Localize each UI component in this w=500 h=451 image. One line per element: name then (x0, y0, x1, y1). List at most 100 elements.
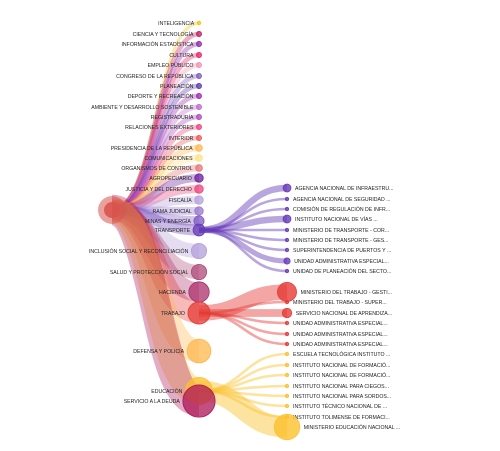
entity-link-transporte-3 (198, 215, 288, 234)
sector-label-planeacion: PLANEACIÓN (160, 83, 194, 90)
link-servicio-a-la-deuda (108, 194, 203, 417)
entity-node-educacion-3[interactable] (284, 383, 290, 389)
entity-link-trabajo-4 (198, 311, 288, 336)
entity-node-transporte-7[interactable] (283, 257, 291, 265)
sector-label-rama-judicial: RAMA JUDICIAL (153, 209, 192, 215)
sector-node-trabajo[interactable] (187, 301, 211, 325)
entity-label-educacion-5: INSTITUTO TÉCNICO NACIONAL DE ... (293, 403, 387, 410)
sector-node-inteligencia[interactable] (196, 20, 202, 26)
entity-label-transporte-4: MINISTERIO DE TRANSPORTE - COR... (293, 228, 389, 234)
entity-link-transporte-0 (198, 184, 288, 234)
entity-node-trabajo-0[interactable] (277, 282, 297, 302)
sector-node-planeacion[interactable] (196, 83, 202, 89)
entity-link-transporte-5 (198, 228, 288, 242)
entity-label-educacion-1: INSTITUTO NACIONAL DE FORMACIÓ... (293, 362, 390, 369)
link-deporte-y-recreacion (111, 93, 200, 213)
entity-node-trabajo-2[interactable] (281, 307, 293, 319)
entity-node-transporte-3[interactable] (282, 214, 292, 224)
root-node[interactable] (104, 202, 120, 218)
link-congreso-de-la-republica (111, 73, 200, 213)
child-links (198, 184, 288, 438)
entity-label-transporte-6: SUPERINTENDENCIA DE PUERTOS Y ... (293, 248, 391, 254)
sector-node-informacion-estadistica[interactable] (196, 41, 202, 47)
sector-node-ambiente-y-desarrollo-sostenible[interactable] (196, 104, 202, 110)
sector-node-inclusion-social-y-reconciliacion[interactable] (190, 242, 208, 260)
sector-node-registraduria[interactable] (196, 114, 202, 120)
entity-node-transporte-8[interactable] (284, 268, 290, 274)
sector-node-interior[interactable] (196, 135, 202, 141)
entity-link-transporte-2 (198, 207, 288, 232)
entity-link-transporte-8 (198, 228, 288, 273)
sector-nodes: INTELIGENCIA CIENCIA Y TECNOLOGÍA INFORMAC… (89, 20, 216, 418)
root-node-group (98, 196, 126, 224)
entity-node-trabajo-4[interactable] (284, 331, 290, 337)
sector-label-organismos-de-control: ORGANISMOS DE CONTROL (121, 166, 192, 172)
link-relaciones-exteriores (111, 124, 200, 213)
sector-label-servicio-a-la-deuda: SERVICIO A LA DEUDA (124, 399, 181, 405)
entity-node-educacion-2[interactable] (284, 372, 290, 378)
entity-label-educacion-6: INSTITUTO TOLIMENSE DE FORMACI... (293, 415, 390, 421)
sector-label-transporte: TRANSPORTE (155, 228, 191, 234)
link-cultura (111, 52, 200, 213)
link-planeacion (111, 83, 200, 213)
entity-link-trabajo-3 (198, 311, 288, 325)
entity-label-transporte-7: UNIDAD ADMINISTRATIVA ESPECIAL... (294, 259, 389, 265)
sector-node-deporte-y-recreacion[interactable] (196, 93, 202, 99)
sector-label-informacion-estadistica: INFORMACIÓN ESTADÍSTICA (121, 41, 193, 48)
entity-node-trabajo-5[interactable] (284, 341, 290, 347)
sector-node-ciencia-y-tecnologia[interactable] (196, 31, 202, 37)
sector-node-defensa-y-policia[interactable] (186, 338, 212, 364)
entity-label-educacion-2: INSTITUTO NACIONAL DE FORMACIÓ... (293, 372, 390, 379)
sector-node-servicio-a-la-deuda[interactable] (182, 384, 216, 418)
sector-label-cultura: CULTURA (169, 53, 194, 59)
entity-label-transporte-1: AGENCIA NACIONAL DE SEGURIDAD ... (293, 197, 391, 203)
sector-label-comunicaciones: COMUNICACIONES (144, 156, 193, 162)
sector-node-organismos-de-control[interactable] (195, 164, 203, 172)
sector-label-ambiente-y-desarrollo-sostenible: AMBIENTE Y DESARROLLO SOSTENIBLE (91, 105, 194, 111)
sector-label-presidencia-de-la-republica: PRESIDENCIA DE LA REPÚBLICA (111, 145, 193, 152)
sector-node-salud-y-proteccion-social[interactable] (190, 263, 208, 281)
entity-node-transporte-0[interactable] (282, 183, 292, 193)
sector-node-fiscalia[interactable] (194, 195, 204, 205)
sector-node-comunicaciones[interactable] (195, 154, 203, 162)
entity-label-educacion-4: INSTITUTO NACIONAL PARA SORDOS... (293, 394, 391, 400)
entity-node-transporte-2[interactable] (284, 206, 290, 212)
entity-node-trabajo-1[interactable] (284, 299, 290, 305)
entity-node-transporte-5[interactable] (284, 237, 290, 243)
link-empleo-publico (111, 62, 200, 213)
entity-node-educacion-7[interactable] (273, 413, 301, 441)
entity-node-educacion-1[interactable] (284, 362, 290, 368)
sector-node-justicia-y-del-derecho[interactable] (194, 184, 204, 194)
sector-label-hacienda: HACIENDA (159, 290, 186, 296)
sector-node-cultura[interactable] (196, 52, 202, 58)
sector-node-transporte[interactable] (192, 223, 206, 237)
entity-label-transporte-3: INSTITUTO NACIONAL DE VÍAS ... (295, 216, 378, 223)
entity-node-transporte-6[interactable] (284, 247, 290, 253)
sector-node-rama-judicial[interactable] (194, 206, 204, 216)
sector-node-relaciones-exteriores[interactable] (196, 124, 202, 130)
entity-node-transporte-1[interactable] (284, 196, 290, 202)
entity-node-trabajo-3[interactable] (284, 320, 290, 326)
entity-label-educacion-0: ESCUELA TECNOLÓGICA INSTITUTO ... (293, 351, 390, 358)
sector-node-presidencia-de-la-republica[interactable] (195, 144, 203, 152)
entity-node-transporte-4[interactable] (284, 227, 290, 233)
sector-node-hacienda[interactable] (188, 281, 210, 303)
entity-link-transporte-1 (198, 197, 288, 232)
entity-label-trabajo-1: MINISTERIO DEL TRABAJO - SUPER... (293, 300, 387, 306)
sector-label-empleo-publico: EMPLEO PÚBLICO (148, 62, 194, 69)
link-educacion (108, 197, 203, 404)
sector-node-congreso-de-la-republica[interactable] (196, 73, 202, 79)
entity-node-educacion-0[interactable] (284, 351, 290, 357)
sector-node-agropecuario[interactable] (194, 173, 204, 183)
sector-label-congreso-de-la-republica: CONGRESO DE LA REPÚBLICA (116, 73, 194, 80)
sector-node-empleo-publico[interactable] (196, 62, 202, 68)
sector-label-relaciones-exteriores: RELACIONES EXTERIORES (125, 125, 194, 131)
sector-label-educacion: EDUCACIÓN (151, 388, 182, 395)
entity-label-transporte-0: AGENCIA NACIONAL DE INFRAESTRU... (295, 186, 393, 192)
entity-node-educacion-5[interactable] (284, 403, 290, 409)
sector-label-inclusion-social-y-reconciliacion: INCLUSIÓN SOCIAL Y RECONCILIACIÓN (89, 248, 189, 255)
sector-label-defensa-y-policia: DEFENSA Y POLICÍA (133, 348, 184, 355)
link-trabajo (110, 199, 201, 324)
entity-node-educacion-4[interactable] (284, 393, 290, 399)
